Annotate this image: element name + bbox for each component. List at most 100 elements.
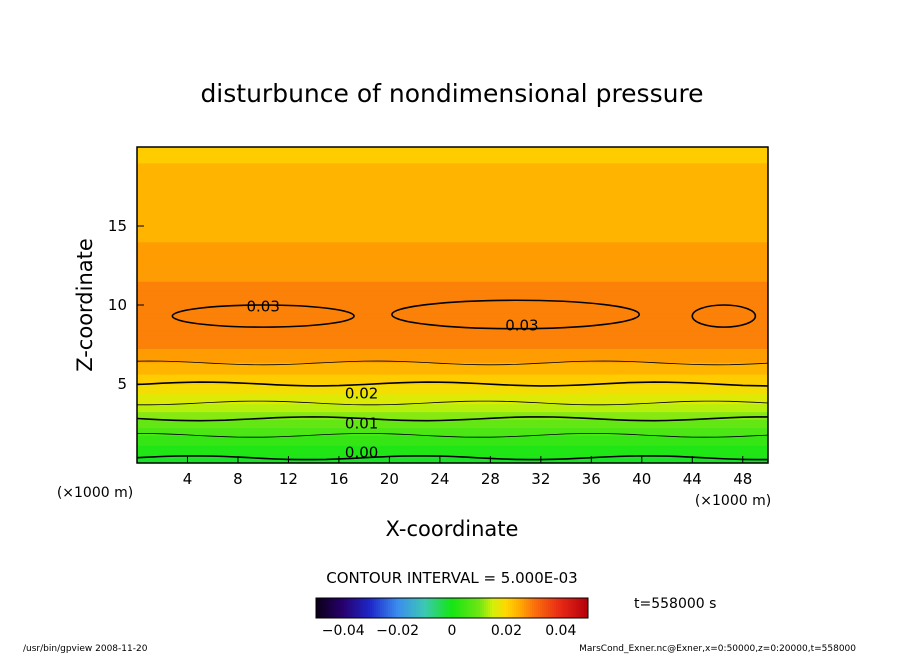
field-band — [137, 409, 768, 413]
field-band — [137, 217, 768, 221]
field-band — [137, 239, 768, 243]
colorbar-cell — [584, 598, 586, 618]
field-band — [137, 272, 768, 276]
colorbar-cell — [500, 598, 502, 618]
field-band — [137, 347, 768, 351]
colorbar-cell — [360, 598, 362, 618]
field-band — [137, 389, 768, 393]
field-band — [137, 182, 768, 186]
field-band — [137, 229, 768, 233]
field-band — [137, 460, 768, 463]
colorbar-cell — [406, 598, 408, 618]
x-unit-right: (×1000 m) — [695, 493, 771, 509]
colorbar-cell — [554, 598, 556, 618]
field-band — [137, 363, 768, 367]
field-band — [137, 294, 768, 298]
colorbar-cell — [400, 598, 402, 618]
field-band — [137, 160, 768, 164]
contour-line — [137, 360, 768, 366]
field-band — [137, 156, 768, 160]
field-band — [137, 184, 768, 187]
colorbar-cell — [530, 598, 532, 618]
field-band — [137, 397, 768, 401]
field-band — [137, 359, 768, 363]
field-band — [137, 251, 768, 255]
field-band — [137, 257, 768, 261]
colorbar-cell — [498, 598, 500, 618]
field-band — [137, 233, 768, 237]
field-band — [137, 243, 768, 247]
colorbar-cell — [380, 598, 382, 618]
colorbar-tick-label: −0.04 — [322, 623, 365, 639]
field-band — [137, 199, 768, 203]
time-label: t=558000 s — [634, 596, 716, 612]
field-band — [137, 205, 768, 209]
field-band — [137, 371, 768, 375]
field-band — [137, 284, 768, 288]
field-band — [137, 302, 768, 306]
colorbar-cell — [440, 598, 442, 618]
colorbar-cell — [420, 598, 422, 618]
field-band — [137, 458, 768, 462]
chart-title: disturbunce of nondimensional pressure — [200, 79, 703, 108]
field-band — [137, 349, 768, 353]
field-band — [137, 417, 768, 421]
colorbar-cell — [412, 598, 414, 618]
field-band — [137, 245, 768, 249]
colorbar-cell — [524, 598, 526, 618]
colorbar-cell — [574, 598, 576, 618]
field-band — [137, 231, 768, 235]
colorbar-cell — [356, 598, 358, 618]
colorbar-cell — [472, 598, 474, 618]
colorbar-frame — [315, 597, 589, 619]
field-band — [137, 259, 768, 263]
colorbar-cell — [496, 598, 498, 618]
field-band — [137, 178, 768, 182]
field-band — [137, 328, 768, 332]
colorbar-cell — [376, 598, 378, 618]
colorbar-cell — [538, 598, 540, 618]
colorbar-cell — [370, 598, 372, 618]
colorbar-cell — [458, 598, 460, 618]
colorbar-cell — [568, 598, 570, 618]
field-band — [137, 401, 768, 405]
field-band — [137, 448, 768, 452]
field-band — [137, 191, 768, 195]
field-band — [137, 440, 768, 444]
field-band — [137, 342, 768, 345]
colorbar-cell — [444, 598, 446, 618]
contour-label: 0.03 — [246, 298, 279, 316]
field-band — [137, 446, 768, 450]
colorbar-cell — [424, 598, 426, 618]
field-band — [137, 195, 768, 199]
colorbar-cell — [586, 598, 588, 618]
contour-label: 0.01 — [345, 415, 378, 433]
field-band — [137, 255, 768, 259]
contour-line — [391, 299, 641, 330]
field-band — [137, 411, 768, 415]
field-band — [137, 379, 768, 383]
colorbar-cell — [540, 598, 542, 618]
colorbar-tick-label: 0.04 — [545, 623, 576, 639]
field-band — [137, 442, 768, 446]
colorbar-cell — [396, 598, 398, 618]
colorbar-cell — [364, 598, 366, 618]
colorbar-cell — [532, 598, 534, 618]
field-band — [137, 393, 768, 397]
colorbar-cell — [388, 598, 390, 618]
field-band — [137, 340, 768, 344]
field-band — [137, 186, 768, 189]
colorbar-cell — [328, 598, 330, 618]
colorbar-cell — [494, 598, 496, 618]
contour-line — [171, 304, 355, 328]
colorbar-cell — [318, 598, 320, 618]
colorbar-cell — [456, 598, 458, 618]
colorbar-cell — [442, 598, 444, 618]
colorbar-cell — [436, 598, 438, 618]
colorbar-cell — [390, 598, 392, 618]
contour-label: 0.02 — [345, 384, 378, 402]
field-band — [137, 189, 768, 193]
colorbar-cell — [438, 598, 440, 618]
field-band — [137, 304, 768, 308]
